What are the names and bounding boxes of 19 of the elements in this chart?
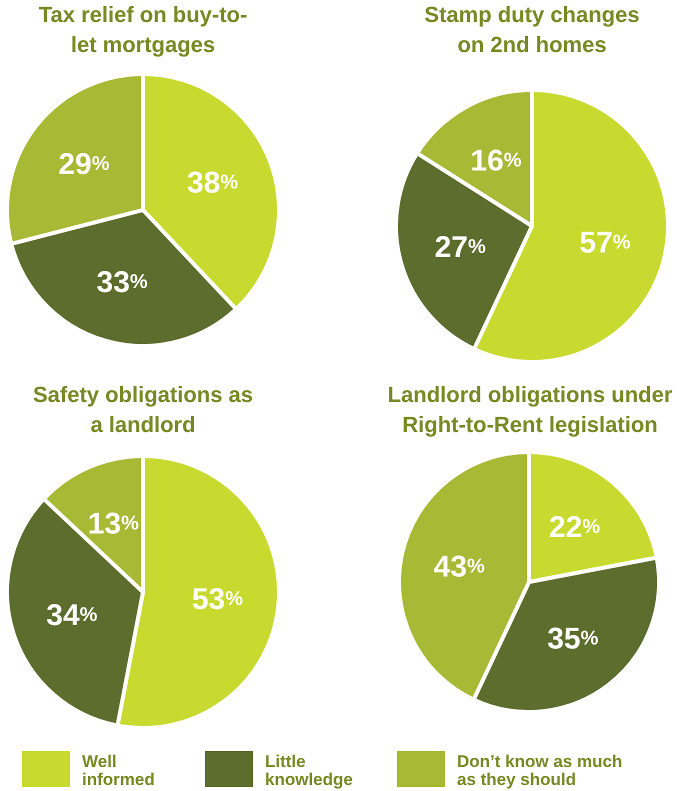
data-label: 53%: [192, 582, 244, 616]
data-label: 16%: [470, 144, 522, 177]
chart-title: Stamp duty changes on 2nd homes: [424, 2, 640, 57]
legend-label: Well informed: [82, 752, 155, 789]
chart-title: Landlord obligations under Right-to-Rent legislation: [388, 382, 673, 437]
data-label: 33%: [96, 265, 148, 298]
data-label: 27%: [434, 230, 486, 264]
data-label: 35%: [547, 622, 599, 655]
data-label: 34%: [46, 598, 98, 632]
chart-title: Safety obligations as a landlord: [32, 382, 254, 437]
data-label: 38%: [186, 166, 238, 199]
chart-title: Tax relief on buy-to- let mortgages: [38, 2, 248, 57]
data-label: 13%: [88, 506, 140, 540]
legend-label: Little knowledge: [265, 752, 353, 789]
data-label: 29%: [58, 148, 110, 181]
data-label: 22%: [548, 510, 600, 544]
legend-label: Don’t know as much as they should: [457, 752, 622, 789]
data-label: 57%: [579, 226, 631, 259]
data-label: 43%: [434, 550, 486, 583]
